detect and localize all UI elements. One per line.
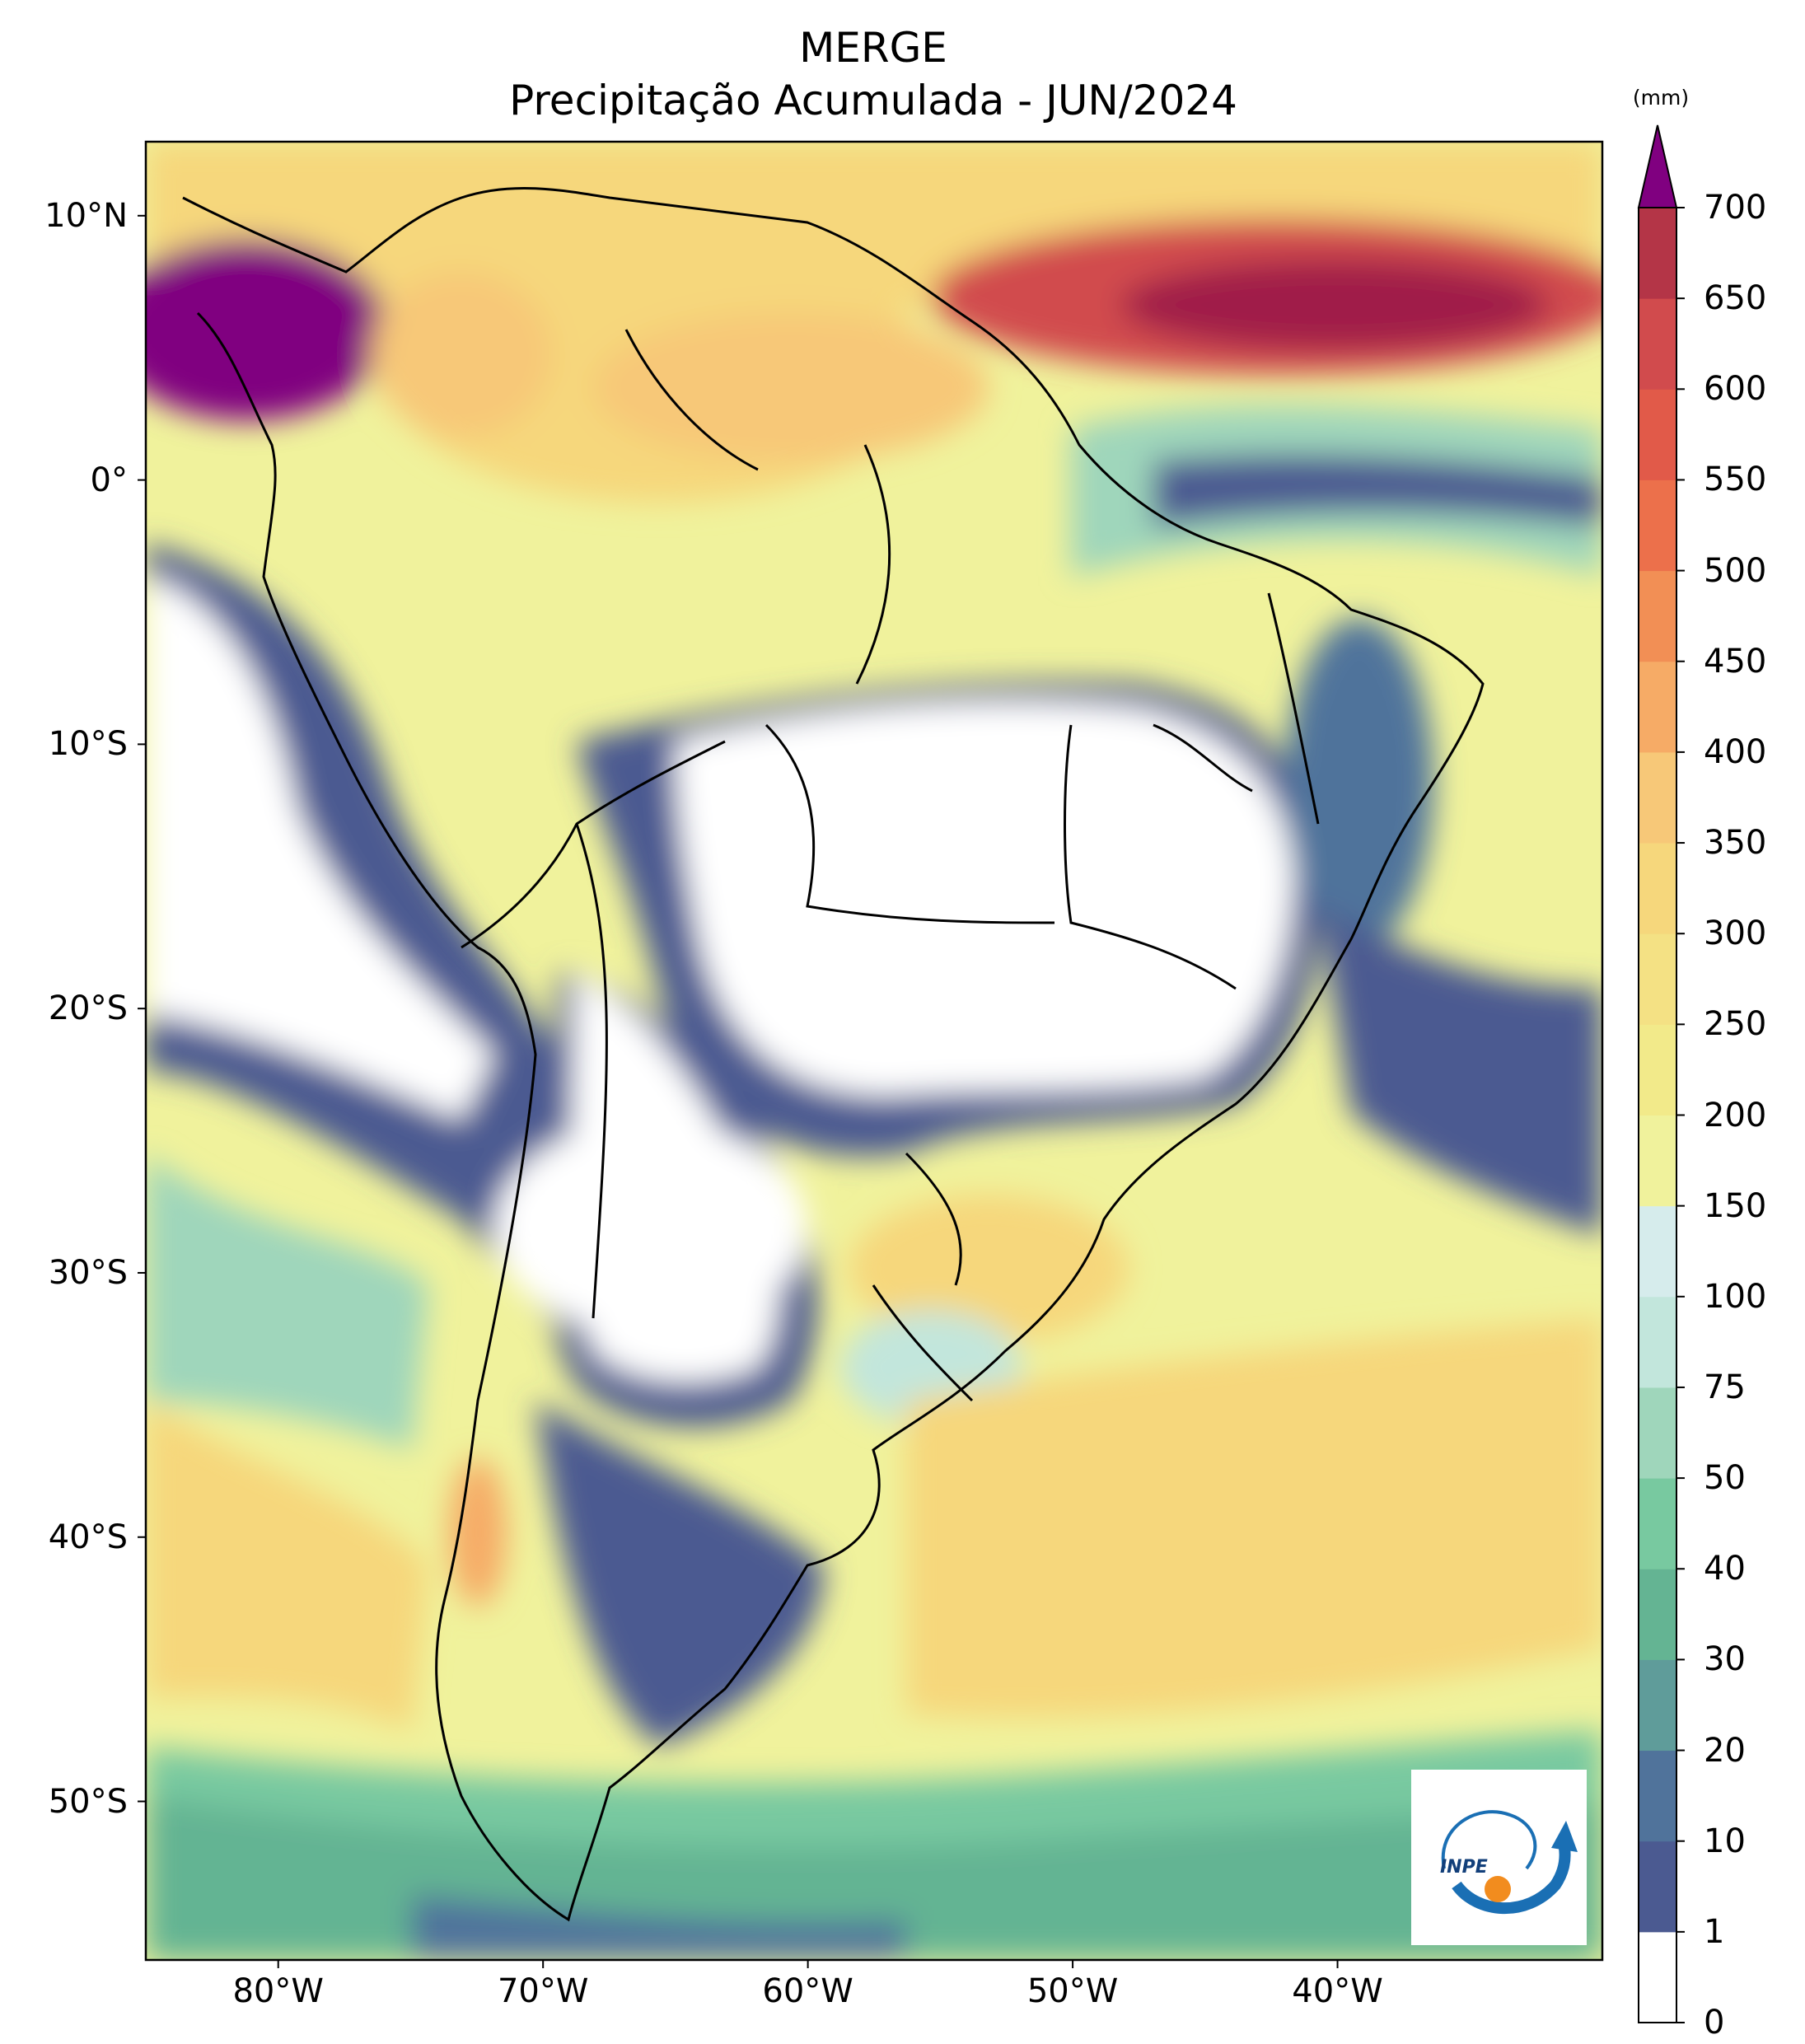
country-borders xyxy=(182,186,1485,1922)
lat-label: 0° xyxy=(90,461,128,499)
lat-label: 10°N xyxy=(44,196,128,235)
lon-label: 70°W xyxy=(497,1972,589,2010)
colorbar-label: 450 xyxy=(1704,642,1767,681)
colorbar-label: 150 xyxy=(1704,1186,1767,1225)
colorbar-label: 650 xyxy=(1704,279,1767,318)
colorbar-label: 75 xyxy=(1704,1368,1746,1406)
colorbar-label: 500 xyxy=(1704,551,1767,590)
colorbar-label: 300 xyxy=(1704,914,1767,953)
lon-label: 50°W xyxy=(1026,1972,1119,2010)
colorbar-segment xyxy=(1639,208,1676,299)
inpe-logo: INPE xyxy=(1411,1770,1587,1945)
colorbar-segment xyxy=(1639,1478,1676,1569)
colorbar-label: 10 xyxy=(1704,1822,1746,1860)
colorbar-segment xyxy=(1639,933,1676,1025)
colorbar-label: 250 xyxy=(1704,1005,1767,1044)
lon-ticks xyxy=(277,1960,1339,1968)
colorbar-label: 100 xyxy=(1704,1277,1767,1316)
colorbar-segment xyxy=(1639,1024,1676,1116)
colorbar-segment xyxy=(1639,1569,1676,1660)
colorbar-label: 400 xyxy=(1704,732,1767,771)
colorbar-segment xyxy=(1639,1115,1676,1207)
colorbar-label: 700 xyxy=(1704,189,1767,227)
logo-text: INPE xyxy=(1440,1857,1488,1878)
colorbar-segment xyxy=(1639,389,1676,480)
colorbar-label: 1 xyxy=(1704,1912,1725,1951)
precipitation-field xyxy=(146,142,1602,1960)
lat-label: 50°S xyxy=(48,1782,128,1821)
colorbar-label: 40 xyxy=(1704,1550,1746,1588)
colorbar-label: 20 xyxy=(1704,1731,1746,1770)
colorbar-label: 600 xyxy=(1704,370,1767,409)
colorbar-segment xyxy=(1639,843,1676,934)
colorbar xyxy=(1638,207,1677,2023)
lon-label: 80°W xyxy=(232,1972,324,2010)
map-subtitle: Precipitação Acumulada - JUN/2024 xyxy=(509,77,1237,124)
colorbar-label: 0 xyxy=(1704,2004,1725,2042)
lon-label: 40°W xyxy=(1292,1972,1383,2010)
colorbar-label: 550 xyxy=(1704,461,1767,499)
lat-label: 10°S xyxy=(48,725,128,764)
lon-label: 60°W xyxy=(762,1972,853,2010)
colorbar-ticks xyxy=(1676,207,1685,2023)
colorbar-unit: (mm) xyxy=(1632,86,1690,110)
colorbar-segment xyxy=(1639,1659,1676,1752)
lat-label: 20°S xyxy=(48,989,128,1028)
map-frame xyxy=(144,140,1604,1962)
colorbar-segment xyxy=(1639,1387,1676,1479)
map-title: MERGE xyxy=(799,24,947,72)
colorbar-segment xyxy=(1639,1841,1676,1933)
colorbar-label: 50 xyxy=(1704,1459,1746,1498)
colorbar-segment xyxy=(1639,1931,1676,2023)
colorbar-segment xyxy=(1639,1750,1676,1842)
colorbar-label: 350 xyxy=(1704,824,1767,863)
colorbar-label: 30 xyxy=(1704,1640,1746,1679)
lat-label: 30°S xyxy=(48,1253,128,1292)
colorbar-segment xyxy=(1639,1205,1676,1298)
colorbar-segment xyxy=(1639,479,1676,572)
colorbar-segment xyxy=(1639,298,1676,390)
lat-ticks xyxy=(138,214,146,1803)
colorbar-segment xyxy=(1639,661,1676,753)
colorbar-extend-arrow xyxy=(1637,124,1678,208)
colorbar-label: 200 xyxy=(1704,1096,1767,1134)
inpe-logo-icon: INPE xyxy=(1440,1810,1578,1915)
lat-label: 40°S xyxy=(48,1518,128,1556)
colorbar-segment xyxy=(1639,570,1676,662)
colorbar-segment xyxy=(1639,751,1676,844)
colorbar-segment xyxy=(1639,1296,1676,1388)
